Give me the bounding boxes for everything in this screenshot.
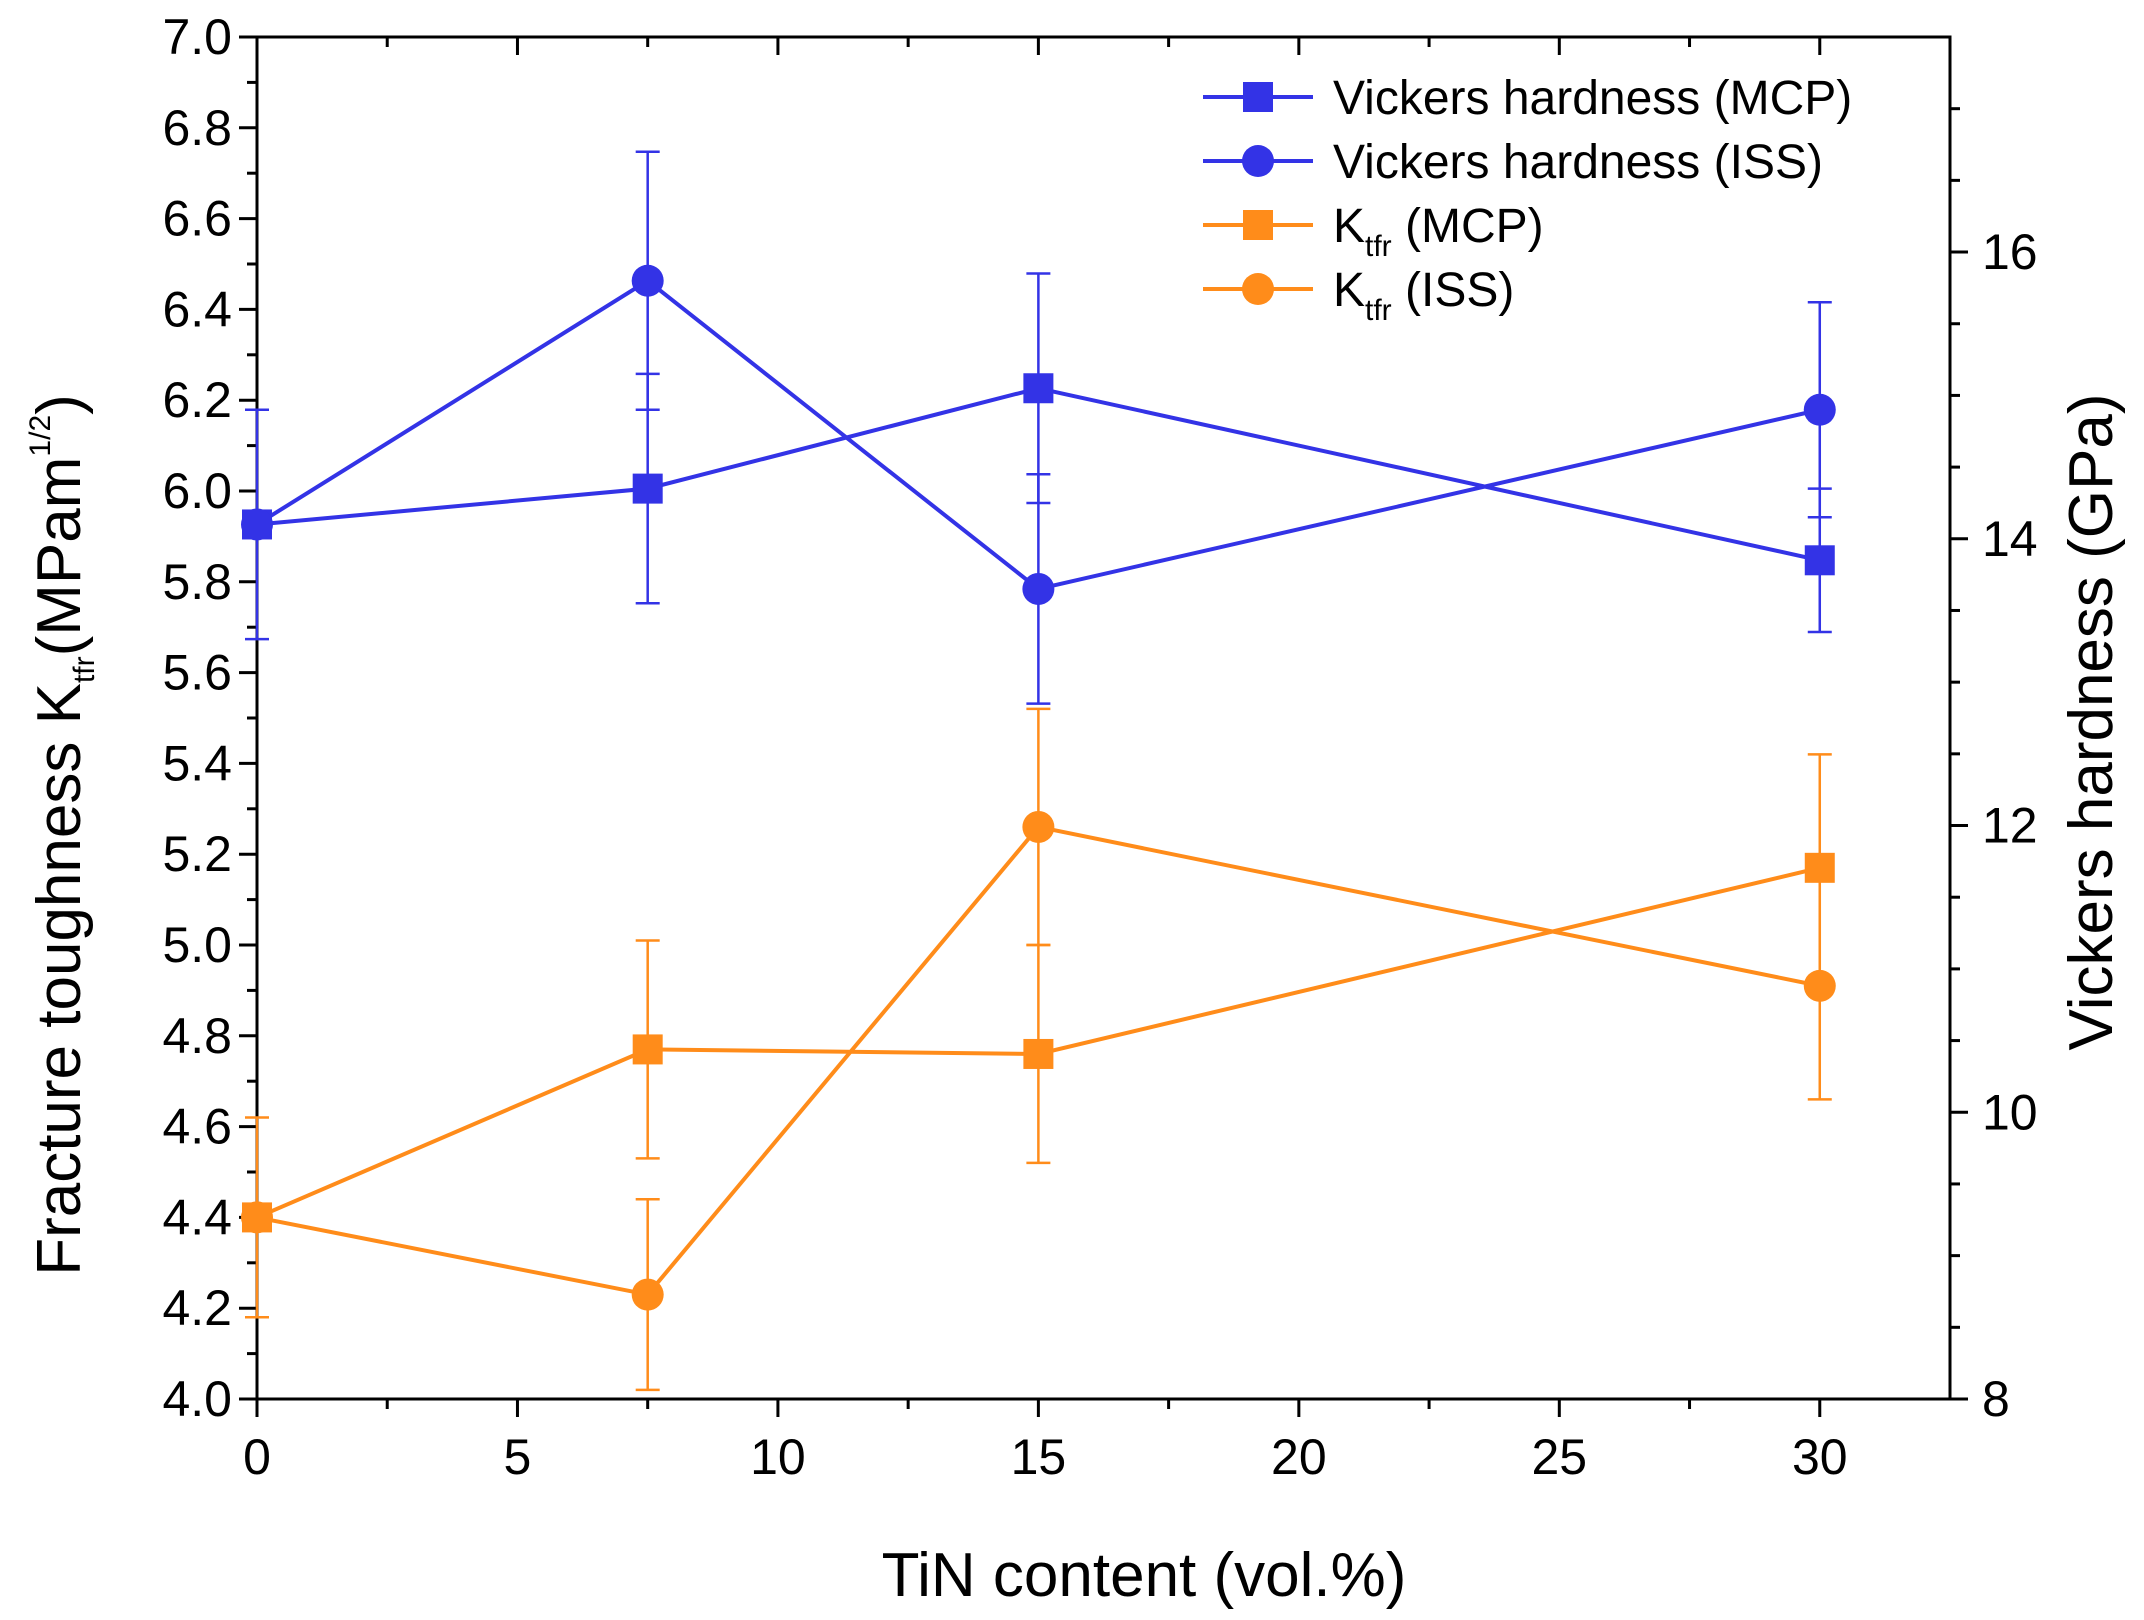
y-left-tick-label: 7.0 xyxy=(162,9,232,65)
x-tick-label: 5 xyxy=(504,1429,532,1485)
data-point xyxy=(1023,1038,1054,1069)
svg-text:Fracture toughness Ktfr(MPam1/: Fracture toughness Ktfr(MPam1/2) xyxy=(24,394,101,1276)
legend-label: Vickers hardness (ISS) xyxy=(1333,136,1823,189)
data-point xyxy=(1804,545,1835,576)
series-layer xyxy=(241,150,1836,1392)
plot-area xyxy=(255,35,1952,1401)
y-left-title-sub: tfr xyxy=(68,656,101,683)
ticks: 0 5 10 15 20 25 30 4.0 4.2 4.4 4.6 4.8 5.0 5.2 5.4 5.6 5… xyxy=(162,9,2037,1485)
y-left-tick-label: 5.2 xyxy=(162,826,232,882)
y-left-title-sup: 1/2 xyxy=(24,415,57,457)
legend-marker xyxy=(1242,145,1274,177)
y-axis-right-title: Vickers hardness (GPa) xyxy=(2057,394,2126,1051)
y-left-tick-label: 4.0 xyxy=(162,1371,232,1427)
x-tick-label: 20 xyxy=(1271,1429,1327,1485)
legend-entry: Vickers hardness (ISS) xyxy=(1203,136,1823,189)
y-left-tick-label: 6.4 xyxy=(162,281,232,337)
series-3 xyxy=(241,707,1836,1392)
y-axis-left-title: Fracture toughness Ktfr(MPam1/2) xyxy=(24,394,101,1276)
y-left-tick-label: 5.0 xyxy=(162,917,232,973)
x-axis-title: TiN content (vol.%) xyxy=(882,1541,1407,1610)
data-point xyxy=(631,264,664,297)
x-tick-label: 10 xyxy=(750,1429,806,1485)
series-line xyxy=(255,278,1821,592)
data-point xyxy=(1022,810,1055,843)
series-1 xyxy=(241,150,1836,705)
data-point xyxy=(1022,572,1055,605)
y-left-tick-label: 5.4 xyxy=(162,735,232,791)
y-right-tick-label: 8 xyxy=(1982,1371,2010,1427)
y-right-tick-label: 10 xyxy=(1982,1084,2038,1140)
y-right-tick-label: 12 xyxy=(1982,798,2038,854)
x-tick-label: 0 xyxy=(243,1429,271,1485)
y-left-tick-label: 4.4 xyxy=(162,1189,232,1245)
legend-entry: Ktfr (MCP) xyxy=(1203,200,1544,263)
y-left-tick-label: 6.6 xyxy=(162,191,232,247)
plot-frame xyxy=(255,35,1952,1401)
data-point xyxy=(1023,373,1054,404)
legend-entry: Ktfr (ISS) xyxy=(1203,264,1514,327)
data-point xyxy=(241,508,273,541)
data-point xyxy=(632,473,663,504)
legend-label: Vickers hardness (MCP) xyxy=(1333,72,1852,125)
y-left-tick-label: 5.6 xyxy=(162,645,232,701)
y-right-tick-label: 16 xyxy=(1982,224,2038,280)
x-tick-label: 30 xyxy=(1792,1429,1848,1485)
data-point xyxy=(1803,969,1836,1002)
data-point xyxy=(1803,393,1836,426)
y-left-title-unit: (MPam xyxy=(25,457,94,657)
data-point xyxy=(631,1278,664,1311)
y-left-tick-label: 4.6 xyxy=(162,1099,232,1155)
y-left-tick-label: 5.8 xyxy=(162,554,232,610)
legend-entry: Vickers hardness (MCP) xyxy=(1203,72,1852,125)
data-point xyxy=(632,1034,663,1065)
y-left-title-close: ) xyxy=(25,394,94,415)
y-left-title-main: Fracture toughness K xyxy=(25,683,94,1276)
series-line xyxy=(256,824,1821,1297)
y-left-tick-label: 4.8 xyxy=(162,1008,232,1064)
series-0 xyxy=(242,272,1835,641)
y-right-tick-label: 14 xyxy=(1982,511,2038,567)
y-left-tick-label: 6.8 xyxy=(162,100,232,156)
x-tick-label: 25 xyxy=(1531,1429,1587,1485)
legend-marker xyxy=(1242,273,1274,305)
data-point xyxy=(241,1201,273,1234)
x-tick-label: 15 xyxy=(1011,1429,1067,1485)
legend-label: Ktfr (MCP) xyxy=(1333,200,1544,263)
y-left-tick-label: 4.2 xyxy=(162,1280,232,1336)
series-line xyxy=(256,386,1821,563)
legend-label: Ktfr (ISS) xyxy=(1333,264,1514,327)
y-left-tick-label: 6.0 xyxy=(162,463,232,519)
y-left-tick-label: 6.2 xyxy=(162,372,232,428)
legend: Vickers hardness (MCP) Vickers hardness (… xyxy=(1203,72,1852,327)
series-line xyxy=(256,865,1821,1220)
legend-marker xyxy=(1243,82,1273,112)
legend-marker xyxy=(1243,210,1273,240)
